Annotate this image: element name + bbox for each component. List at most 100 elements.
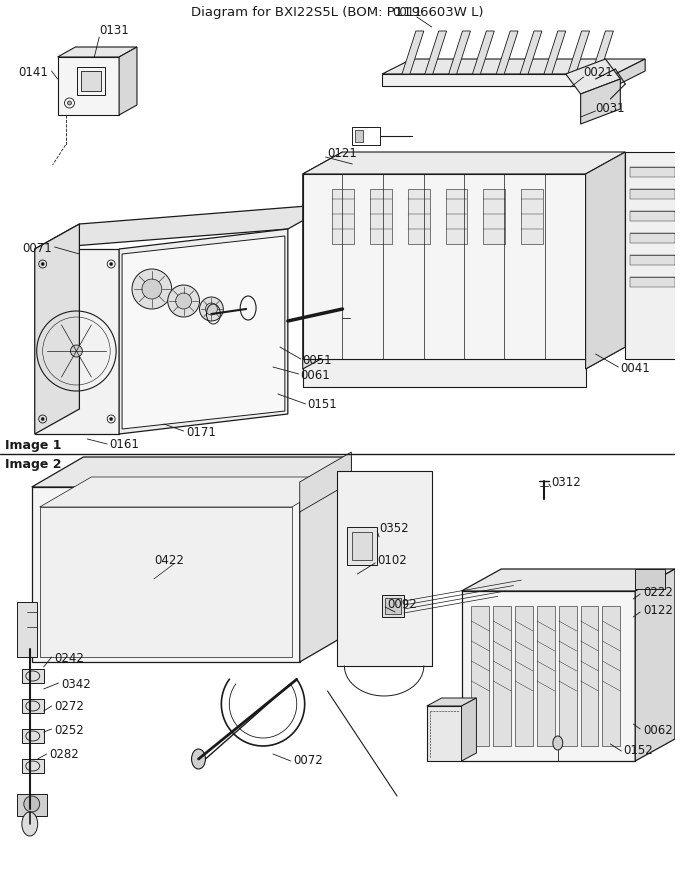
Polygon shape <box>408 190 430 245</box>
Polygon shape <box>427 706 462 761</box>
Bar <box>22 670 44 683</box>
Polygon shape <box>615 60 645 87</box>
Polygon shape <box>300 458 352 662</box>
Text: 0242: 0242 <box>54 651 84 663</box>
Polygon shape <box>630 233 675 244</box>
Polygon shape <box>462 591 635 761</box>
Text: 0071: 0071 <box>22 241 52 254</box>
Ellipse shape <box>67 102 71 105</box>
Bar <box>22 730 44 743</box>
Text: 0061: 0061 <box>301 368 330 381</box>
Polygon shape <box>471 606 490 746</box>
Text: 0152: 0152 <box>624 743 653 755</box>
Bar <box>17 794 47 816</box>
Polygon shape <box>635 569 675 761</box>
Text: Image 1: Image 1 <box>5 439 61 451</box>
Text: 0031: 0031 <box>596 101 625 114</box>
Ellipse shape <box>132 270 172 309</box>
Ellipse shape <box>109 418 113 421</box>
Text: 0062: 0062 <box>643 722 673 736</box>
Polygon shape <box>303 153 343 369</box>
Polygon shape <box>119 48 137 116</box>
Polygon shape <box>35 249 119 434</box>
Ellipse shape <box>109 263 113 266</box>
Polygon shape <box>630 190 675 199</box>
Polygon shape <box>58 58 119 116</box>
Text: 0051: 0051 <box>303 353 333 366</box>
Bar <box>352 533 372 561</box>
Polygon shape <box>630 168 675 178</box>
Text: 0092: 0092 <box>387 598 417 611</box>
Text: 0422: 0422 <box>154 552 184 566</box>
Text: 0121: 0121 <box>328 147 358 159</box>
Text: 0282: 0282 <box>50 747 80 761</box>
Ellipse shape <box>142 280 162 299</box>
Polygon shape <box>544 32 566 75</box>
Polygon shape <box>496 32 518 75</box>
Text: 0072: 0072 <box>293 753 322 765</box>
Polygon shape <box>566 60 620 95</box>
Text: 0352: 0352 <box>379 521 409 534</box>
Text: 0122: 0122 <box>643 603 673 616</box>
Text: 0171: 0171 <box>186 425 216 438</box>
Ellipse shape <box>22 812 37 836</box>
Bar <box>22 759 44 773</box>
Bar <box>352 128 380 146</box>
Text: Image 2: Image 2 <box>5 458 61 470</box>
Ellipse shape <box>553 736 563 750</box>
Bar <box>385 598 401 614</box>
Polygon shape <box>35 205 333 249</box>
Bar <box>635 569 665 589</box>
Text: 0102: 0102 <box>377 552 407 566</box>
Polygon shape <box>581 606 598 746</box>
Ellipse shape <box>24 797 39 812</box>
Polygon shape <box>303 348 626 369</box>
Polygon shape <box>626 153 680 359</box>
Ellipse shape <box>175 293 192 309</box>
Bar <box>22 699 44 713</box>
Polygon shape <box>402 32 424 75</box>
Ellipse shape <box>41 418 44 421</box>
Polygon shape <box>39 477 343 508</box>
Polygon shape <box>337 471 432 666</box>
Polygon shape <box>630 278 675 288</box>
Text: 0131: 0131 <box>99 23 129 37</box>
Polygon shape <box>32 458 352 487</box>
Text: 0252: 0252 <box>54 722 84 736</box>
Polygon shape <box>119 230 288 434</box>
Polygon shape <box>17 603 37 657</box>
Polygon shape <box>427 698 477 706</box>
Polygon shape <box>370 190 392 245</box>
Polygon shape <box>35 224 80 434</box>
Bar <box>78 68 105 96</box>
Text: 0312: 0312 <box>551 475 581 488</box>
Polygon shape <box>493 606 511 746</box>
Text: 0141: 0141 <box>18 65 48 79</box>
Text: 0041: 0041 <box>620 361 650 374</box>
Polygon shape <box>32 487 300 662</box>
Polygon shape <box>537 606 555 746</box>
Ellipse shape <box>168 286 199 317</box>
Polygon shape <box>521 190 543 245</box>
Ellipse shape <box>199 298 223 322</box>
Text: 0011: 0011 <box>392 5 422 19</box>
Polygon shape <box>602 606 620 746</box>
Polygon shape <box>630 212 675 222</box>
Polygon shape <box>449 32 471 75</box>
Polygon shape <box>58 48 137 58</box>
Text: 0161: 0161 <box>109 438 139 451</box>
Polygon shape <box>473 32 494 75</box>
Ellipse shape <box>71 346 82 358</box>
Polygon shape <box>425 32 447 75</box>
Bar <box>677 579 680 730</box>
Polygon shape <box>630 256 675 266</box>
Polygon shape <box>462 698 477 761</box>
Ellipse shape <box>192 749 205 769</box>
Bar <box>356 131 363 143</box>
Ellipse shape <box>41 263 44 266</box>
Ellipse shape <box>205 304 218 316</box>
Bar <box>382 595 404 618</box>
Polygon shape <box>515 606 533 746</box>
Polygon shape <box>581 80 620 125</box>
Polygon shape <box>303 359 585 388</box>
